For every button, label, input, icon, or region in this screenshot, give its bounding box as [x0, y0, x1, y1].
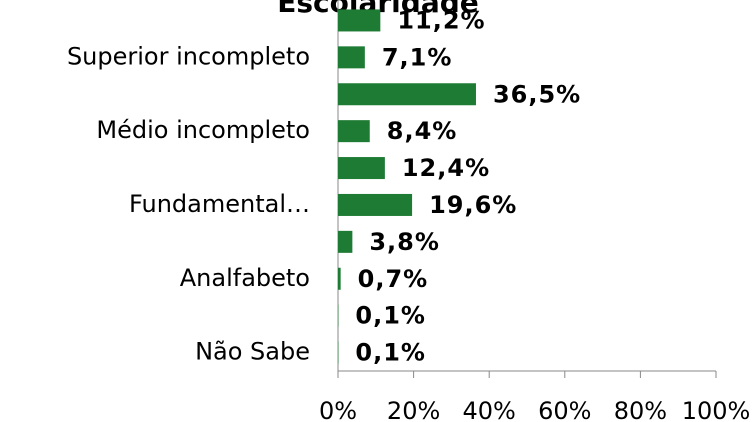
- bar: [338, 230, 353, 253]
- value-label: 11,2%: [397, 6, 485, 34]
- value-label: 12,4%: [402, 154, 490, 182]
- y-tick-label: Analfabeto: [180, 264, 310, 292]
- y-tick-label: Fundamental…: [129, 190, 310, 218]
- value-label: 0,1%: [355, 339, 426, 367]
- x-tick-label: 40%: [463, 397, 516, 422]
- value-label: 3,8%: [369, 228, 440, 256]
- y-tick-label: Não Sabe: [195, 338, 310, 366]
- y-tick-label: Superior incompleto: [67, 42, 310, 70]
- value-label: 0,1%: [355, 302, 426, 330]
- value-label: 8,4%: [387, 117, 458, 145]
- bar: [338, 46, 365, 69]
- bar: [338, 193, 413, 216]
- value-label: 19,6%: [429, 191, 517, 219]
- bar: [338, 83, 476, 106]
- value-label: 7,1%: [382, 43, 453, 71]
- bar: [338, 157, 385, 180]
- value-label: 0,7%: [358, 265, 429, 293]
- value-label: 36,5%: [493, 80, 581, 108]
- x-tick-label: 80%: [614, 397, 667, 422]
- x-tick-label: 100%: [682, 397, 751, 422]
- x-tick-label: 60%: [538, 397, 591, 422]
- bar: [338, 267, 341, 290]
- bar: [338, 120, 370, 143]
- y-tick-label: Médio incompleto: [96, 116, 310, 144]
- x-tick-label: 20%: [387, 397, 440, 422]
- bar: [338, 9, 381, 32]
- x-tick-label: 0%: [319, 397, 357, 422]
